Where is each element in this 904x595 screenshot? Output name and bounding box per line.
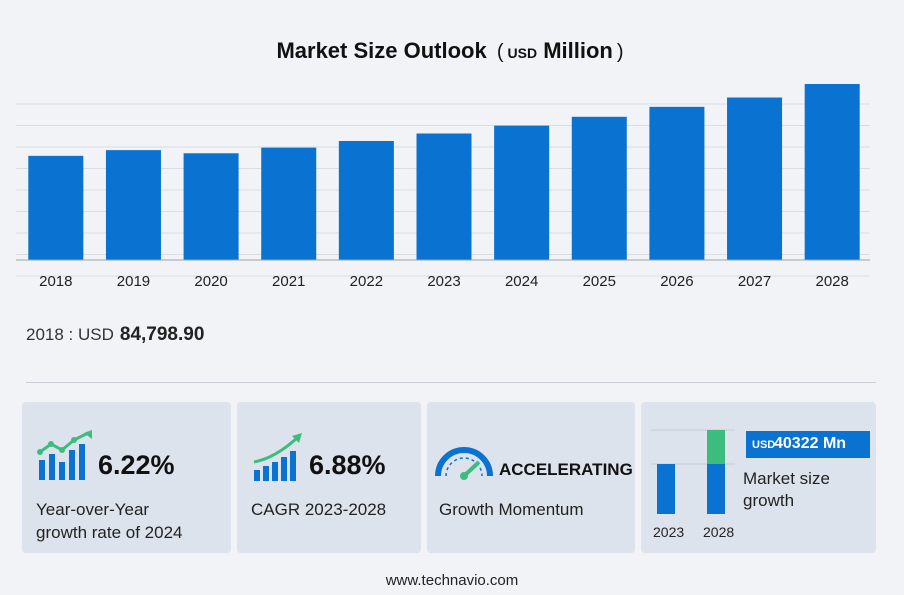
x-tick-label: 2026 bbox=[660, 273, 693, 290]
x-tick-label: 2023 bbox=[427, 273, 460, 290]
footer-url: www.technavio.com bbox=[385, 572, 519, 589]
bar-2027 bbox=[727, 97, 783, 260]
market-growth-mini-chart bbox=[651, 429, 735, 514]
momentum-label: Growth Momentum bbox=[439, 500, 584, 519]
cagr-card: 6.88% CAGR 2023-2028 bbox=[237, 402, 421, 553]
title-unit-small: USD bbox=[507, 45, 538, 61]
badge-value: 40322 Mn bbox=[774, 435, 847, 452]
base-year-value: 2018 : USD 84,798.90 bbox=[26, 324, 204, 346]
title-close-paren: ) bbox=[616, 41, 624, 63]
x-tick-label: 2021 bbox=[272, 273, 305, 290]
bar-chart: 2018 2019 2020 2021 2022 2023 2024 2025 2026 2027… bbox=[16, 84, 870, 290]
bar-2018 bbox=[28, 155, 84, 260]
x-tick-label: 2018 bbox=[39, 273, 72, 290]
mini-bar-2023 bbox=[657, 464, 675, 514]
cagr-label: CAGR 2023-2028 bbox=[251, 500, 387, 519]
x-tick-label: 2019 bbox=[117, 273, 150, 290]
market-growth-card: 2023 2028 bbox=[641, 402, 876, 553]
yoy-label-line1: Year-over-Year bbox=[36, 500, 150, 519]
mini-bar-2028-base bbox=[707, 464, 725, 514]
bar-2022 bbox=[338, 140, 394, 260]
divider bbox=[26, 382, 876, 383]
yoy-value: 6.22% bbox=[98, 450, 175, 480]
base-year-number: 84,798.90 bbox=[119, 324, 205, 345]
bar-2019 bbox=[105, 150, 161, 260]
market-growth-badge: USD 40322 Mn bbox=[746, 431, 870, 458]
bar-2020 bbox=[183, 153, 239, 260]
chart-title: Market Size Outlook (USD Million) bbox=[0, 38, 904, 64]
title-main: Market Size Outlook bbox=[276, 38, 487, 63]
bar-2024 bbox=[494, 125, 550, 260]
mini-year-end: 2028 bbox=[703, 524, 735, 540]
bar-2026 bbox=[649, 106, 705, 260]
badge-currency: USD bbox=[752, 439, 776, 451]
x-tick-label: 2028 bbox=[815, 273, 848, 290]
speedometer-icon bbox=[435, 447, 493, 480]
base-year-label: 2018 : USD bbox=[26, 325, 114, 344]
yoy-label-line2: growth rate of 2024 bbox=[36, 523, 183, 542]
market-growth-label-line1: Market size bbox=[743, 469, 830, 488]
title-open-paren: ( bbox=[496, 41, 504, 63]
bar-2028 bbox=[804, 84, 860, 260]
x-tick-label: 2024 bbox=[505, 273, 538, 290]
title-unit: Million bbox=[543, 38, 613, 63]
yoy-card: 6.22% Year-over-Year growth rate of 2024 bbox=[22, 402, 231, 553]
market-growth-label-line2: growth bbox=[743, 491, 795, 510]
cagr-value: 6.88% bbox=[309, 450, 386, 480]
mini-bar-2028-growth bbox=[707, 430, 725, 464]
x-tick-label: 2025 bbox=[583, 273, 616, 290]
bar-2025 bbox=[571, 116, 627, 260]
bar-2021 bbox=[261, 147, 317, 260]
momentum-value: ACCELERATING bbox=[499, 460, 633, 479]
growth-chart-icon bbox=[37, 430, 92, 480]
market-growth-label: Market size growth bbox=[743, 468, 830, 512]
x-tick-label: 2022 bbox=[350, 273, 383, 290]
momentum-card: ACCELERATING Growth Momentum bbox=[427, 402, 635, 553]
mini-year-start: 2023 bbox=[653, 524, 685, 540]
cagr-chart-icon bbox=[253, 433, 302, 481]
x-tick-label: 2020 bbox=[194, 273, 227, 290]
x-tick-label: 2027 bbox=[738, 273, 771, 290]
bar-2023 bbox=[416, 133, 472, 260]
